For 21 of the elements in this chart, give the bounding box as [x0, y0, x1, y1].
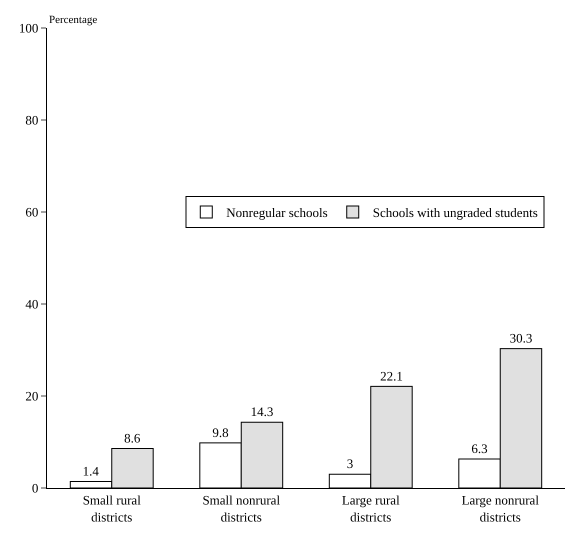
data-label: 22.1	[380, 368, 403, 384]
y-tick-label: 0	[32, 480, 38, 496]
legend-label: Nonregular schools	[226, 205, 328, 220]
data-label: 1.4	[82, 464, 100, 479]
data-label: 6.3	[471, 441, 488, 456]
y-tick-label: 40	[25, 296, 38, 312]
legend-label: Schools with ungraded students	[372, 205, 538, 220]
y-tick-label: 100	[18, 20, 38, 36]
x-tick-label: Small rural districts	[82, 492, 142, 524]
x-tick-label: Large nonrural districts	[462, 492, 540, 524]
data-label: 3	[346, 456, 354, 472]
data-label: 30.3	[510, 330, 532, 346]
y-tick-label: 80	[25, 112, 38, 128]
y-tick-label: 20	[25, 388, 38, 404]
x-tick-label: Small nonrural districts	[202, 492, 280, 524]
x-tick-label: Large rural districts	[342, 492, 400, 524]
y-axis-title: Percentage	[49, 14, 98, 26]
y-tick-label: 60	[25, 204, 38, 220]
data-label: 9.8	[212, 424, 229, 440]
data-label: 8.6	[124, 430, 141, 446]
data-label: 14.3	[250, 404, 274, 420]
